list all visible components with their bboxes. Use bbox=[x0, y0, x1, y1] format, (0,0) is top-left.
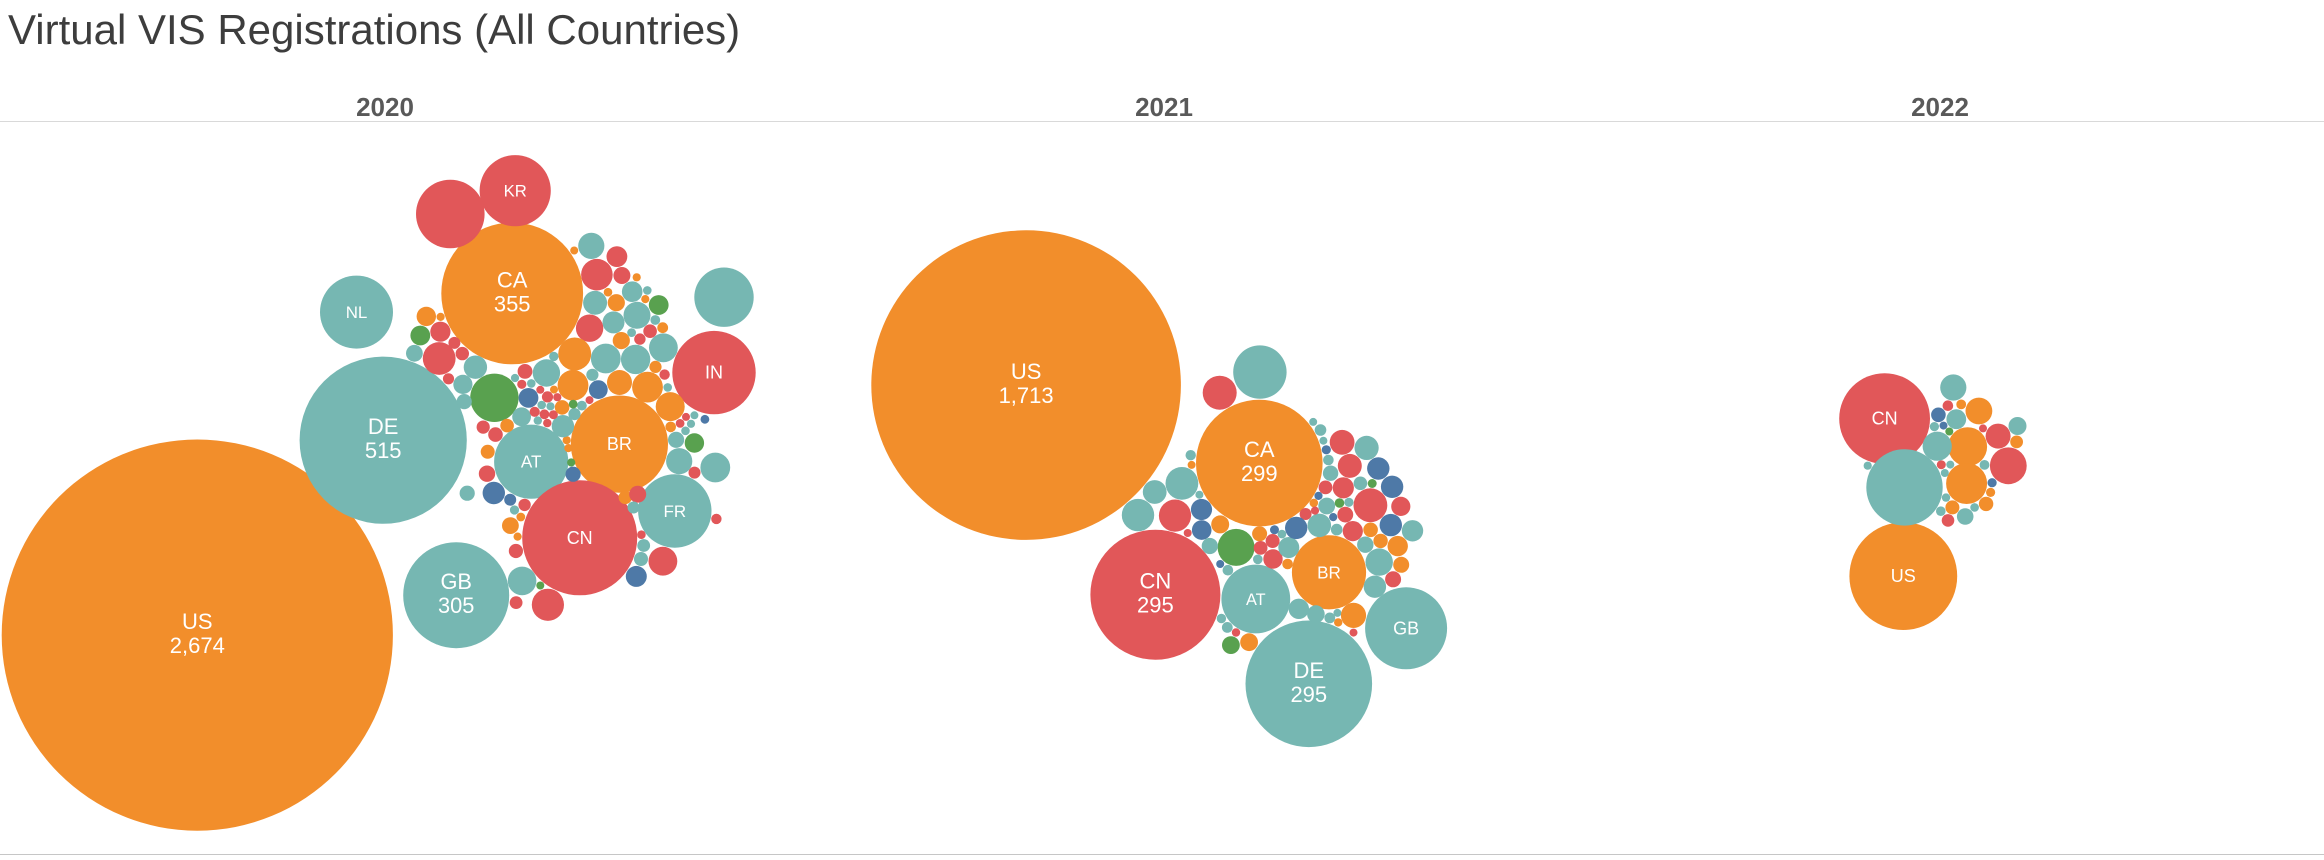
svg-text:KR: KR bbox=[504, 182, 527, 201]
svg-text:DE: DE bbox=[368, 414, 399, 439]
svg-text:BR: BR bbox=[607, 434, 632, 454]
svg-text:US: US bbox=[1891, 566, 1916, 586]
svg-text:1,713: 1,713 bbox=[999, 383, 1054, 408]
svg-text:BR: BR bbox=[1317, 563, 1341, 582]
svg-text:AT: AT bbox=[521, 453, 542, 472]
svg-text:299: 299 bbox=[1241, 461, 1278, 486]
svg-text:NL: NL bbox=[346, 303, 368, 322]
svg-text:FR: FR bbox=[663, 502, 686, 521]
svg-text:US: US bbox=[1011, 359, 1042, 384]
svg-text:2,674: 2,674 bbox=[170, 633, 225, 658]
svg-text:355: 355 bbox=[494, 291, 531, 316]
svg-text:US: US bbox=[182, 609, 213, 634]
svg-text:CN: CN bbox=[567, 528, 593, 548]
svg-text:CN: CN bbox=[1140, 569, 1172, 594]
svg-text:305: 305 bbox=[438, 593, 474, 618]
svg-text:295: 295 bbox=[1137, 593, 1174, 618]
svg-text:GB: GB bbox=[440, 569, 472, 594]
svg-text:IN: IN bbox=[705, 363, 723, 383]
svg-text:AT: AT bbox=[1246, 591, 1266, 609]
svg-text:CA: CA bbox=[1244, 437, 1275, 462]
svg-text:295: 295 bbox=[1290, 682, 1327, 707]
svg-text:515: 515 bbox=[365, 438, 402, 463]
svg-text:CN: CN bbox=[1872, 409, 1898, 429]
svg-text:GB: GB bbox=[1393, 618, 1419, 638]
svg-text:CA: CA bbox=[497, 267, 528, 292]
svg-text:DE: DE bbox=[1294, 658, 1325, 683]
